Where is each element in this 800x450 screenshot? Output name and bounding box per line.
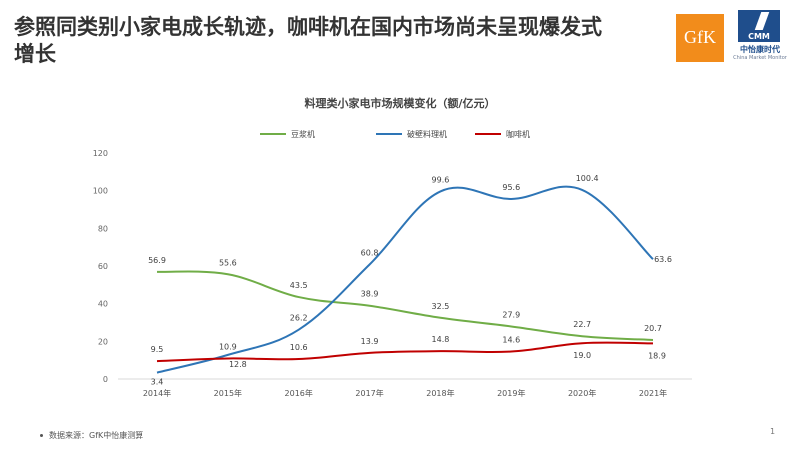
- data-label: 14.8: [432, 335, 450, 344]
- gfk-logo: GfK: [676, 14, 724, 62]
- x-tick-label: 2014年: [143, 388, 171, 398]
- data-label: 32.5: [432, 302, 450, 311]
- cmm-logo-text: CMM: [748, 32, 770, 41]
- chart-series: [156, 185, 654, 374]
- x-tick-label: 2020年: [568, 388, 596, 398]
- chart-data-labels: 56.9 55.6 43.5 38.9 32.5 27.9 22.7 20.7 3.4 12.8 2…: [148, 174, 672, 387]
- chart-legend: 豆浆机 破壁料理机 咖啡机: [260, 129, 530, 139]
- y-tick-label: 20: [98, 337, 108, 346]
- data-label: 19.0: [573, 351, 591, 360]
- cmm-logo-en: China Market Monitor: [733, 55, 787, 61]
- chart-axes: 0 20 40 60 80 100 120 2014年 2015年 2016年 2017年 2018年…: [93, 149, 692, 398]
- data-label: 12.8: [229, 360, 247, 369]
- data-label: 13.9: [361, 337, 379, 346]
- y-tick-label: 0: [103, 375, 108, 384]
- data-label: 10.6: [290, 343, 308, 352]
- data-label: 60.8: [361, 248, 379, 257]
- series-line: [156, 270, 654, 342]
- y-tick-label: 40: [98, 300, 108, 309]
- x-tick-label: 2018年: [426, 388, 454, 398]
- data-label: 95.6: [502, 183, 520, 192]
- legend-label: 豆浆机: [291, 129, 315, 139]
- data-label: 18.9: [648, 351, 666, 360]
- y-tick-label: 120: [93, 149, 108, 158]
- data-label: 100.4: [576, 174, 599, 183]
- y-tick-label: 100: [93, 187, 108, 196]
- series-line: [156, 341, 654, 363]
- legend-label: 咖啡机: [506, 129, 530, 139]
- data-label: 22.7: [573, 320, 591, 329]
- series-line: [156, 185, 654, 374]
- data-label: 27.9: [502, 310, 520, 319]
- data-label: 43.5: [290, 281, 308, 290]
- x-tick-label: 2021年: [639, 388, 667, 398]
- source-text: 数据来源：GfK中怡康测算: [49, 431, 144, 440]
- data-label: 14.6: [502, 336, 520, 345]
- x-tick-label: 2019年: [497, 388, 525, 398]
- chart-title: 料理类小家电市场规模变化（额/亿元）: [304, 96, 495, 110]
- page-title: 参照同类别小家电成长轨迹，咖啡机在国内市场尚未呈现爆发式增长: [14, 15, 602, 66]
- x-tick-label: 2015年: [214, 388, 242, 398]
- x-tick-label: 2016年: [285, 388, 313, 398]
- cmm-logo: CMM 中怡康时代 China Market Monitor: [732, 10, 788, 66]
- data-label: 38.9: [361, 290, 379, 299]
- data-label: 3.4: [151, 378, 164, 387]
- data-label: 63.6: [654, 255, 672, 264]
- data-label: 9.5: [151, 345, 164, 354]
- y-tick-label: 80: [98, 224, 108, 233]
- cmm-logo-cn: 中怡康时代: [740, 45, 780, 54]
- data-label: 20.7: [644, 324, 662, 333]
- bullet-icon: [40, 434, 43, 437]
- data-label: 10.9: [219, 342, 237, 351]
- data-label: 55.6: [219, 258, 237, 267]
- page-number: 1: [770, 427, 776, 436]
- cmm-logo-mark: CMM: [738, 10, 780, 42]
- gfk-logo-text: GfK: [684, 27, 716, 47]
- legend-label: 破壁料理机: [407, 129, 447, 139]
- data-label: 56.9: [148, 256, 166, 265]
- source-note: 数据来源：GfK中怡康测算: [40, 430, 143, 441]
- data-label: 99.6: [432, 175, 450, 184]
- x-tick-label: 2017年: [355, 388, 383, 398]
- data-label: 26.2: [290, 314, 308, 323]
- y-tick-label: 60: [98, 262, 108, 271]
